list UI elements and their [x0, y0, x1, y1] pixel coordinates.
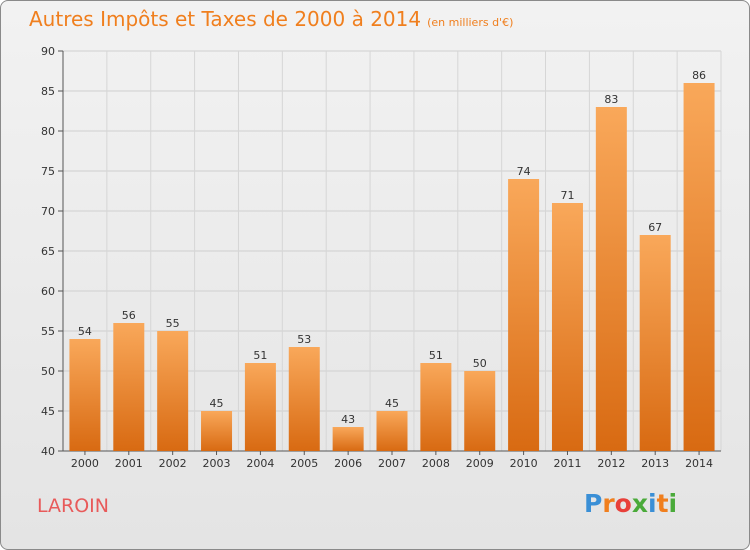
- x-tick-label: 2013: [641, 457, 669, 470]
- y-tick-label: 50: [41, 365, 55, 378]
- bar: [332, 427, 364, 451]
- bar-value-label: 86: [692, 69, 706, 82]
- bar-value-label: 51: [429, 349, 443, 362]
- bar: [639, 235, 671, 451]
- x-tick-label: 2006: [334, 457, 362, 470]
- bar-value-label: 50: [473, 357, 487, 370]
- logo-letter: i: [648, 489, 657, 518]
- title-text: Autres Impôts et Taxes de 2000 à 2014: [29, 7, 422, 31]
- bar: [464, 371, 496, 451]
- x-tick-label: 2007: [378, 457, 406, 470]
- bar-value-label: 51: [253, 349, 267, 362]
- x-tick-label: 2010: [510, 457, 538, 470]
- bar: [420, 363, 452, 451]
- title-unit: (en milliers d'€): [427, 16, 514, 29]
- bar-value-label: 53: [297, 333, 311, 346]
- y-tick-label: 40: [41, 445, 55, 458]
- bar: [288, 347, 320, 451]
- logo-letter: P: [584, 489, 603, 518]
- bar-value-label: 45: [210, 397, 224, 410]
- y-tick-label: 45: [41, 405, 55, 418]
- y-tick-label: 70: [41, 205, 55, 218]
- labels: 40 45 50 55 60 65 70 75 80 85 90 54 2000 56 2001 55 2002…: [41, 45, 713, 470]
- bar: [69, 339, 101, 451]
- x-tick-label: 2001: [115, 457, 143, 470]
- logo-letter: o: [614, 489, 632, 518]
- bar: [508, 179, 540, 451]
- x-tick-label: 2000: [71, 457, 99, 470]
- bar: [683, 83, 715, 451]
- y-tick-label: 75: [41, 165, 55, 178]
- bar-value-label: 71: [560, 189, 574, 202]
- y-tick-label: 85: [41, 85, 55, 98]
- bar-value-label: 67: [648, 221, 662, 234]
- bar: [376, 411, 408, 451]
- x-tick-label: 2004: [246, 457, 274, 470]
- y-tick-label: 55: [41, 325, 55, 338]
- bar-value-label: 55: [166, 317, 180, 330]
- bar: [595, 107, 627, 451]
- bar: [201, 411, 233, 451]
- bar: [157, 331, 189, 451]
- logo-letter: i: [668, 489, 678, 518]
- proxiti-logo: Proxiti: [584, 489, 677, 518]
- y-tick-label: 90: [41, 45, 55, 58]
- commune-name: LAROIN: [37, 495, 109, 517]
- bar: [551, 203, 583, 451]
- x-tick-label: 2014: [685, 457, 713, 470]
- y-tick-label: 65: [41, 245, 55, 258]
- chart-title: Autres Impôts et Taxes de 2000 à 2014 (en…: [29, 7, 513, 31]
- bar-value-label: 43: [341, 413, 355, 426]
- bar-value-label: 56: [122, 309, 136, 322]
- x-tick-label: 2003: [203, 457, 231, 470]
- bar: [244, 363, 276, 451]
- y-tick-label: 80: [41, 125, 55, 138]
- bars: [69, 83, 715, 451]
- logo-letter: x: [631, 489, 648, 518]
- logo-letter: r: [602, 489, 615, 518]
- x-tick-label: 2008: [422, 457, 450, 470]
- x-tick-label: 2012: [597, 457, 625, 470]
- logo-letter: t: [656, 489, 669, 518]
- bar-value-label: 83: [604, 93, 618, 106]
- bar-value-label: 54: [78, 325, 92, 338]
- bar-value-label: 74: [517, 165, 531, 178]
- x-tick-label: 2005: [290, 457, 318, 470]
- bar-value-label: 45: [385, 397, 399, 410]
- y-tick-label: 60: [41, 285, 55, 298]
- x-tick-label: 2009: [466, 457, 494, 470]
- x-tick-label: 2002: [159, 457, 187, 470]
- x-tick-label: 2011: [553, 457, 581, 470]
- bar: [113, 323, 145, 451]
